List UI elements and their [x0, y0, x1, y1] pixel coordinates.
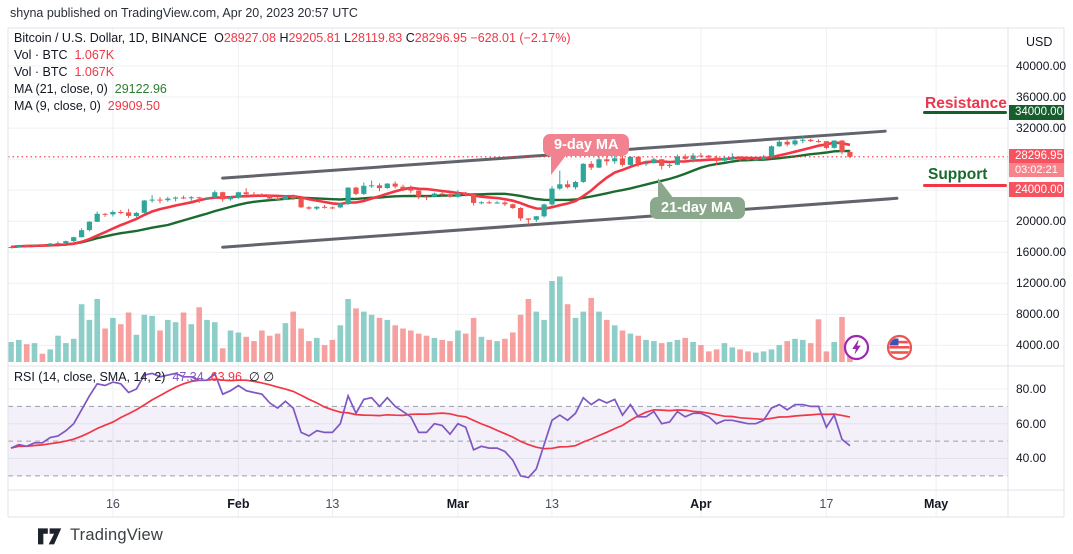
resistance-price-badge: 34000.00 [1009, 104, 1064, 120]
ma21-line [10, 149, 850, 249]
ma21-legend-row[interactable]: MA (21, close, 0) 29122.96 [14, 82, 167, 96]
time-tick-label: 13 [325, 497, 340, 511]
tradingview-attribution-link[interactable]: TradingView [38, 526, 163, 545]
time-tick-label: Apr [690, 497, 712, 511]
price-tick-label: 20000.00 [1016, 214, 1067, 229]
candles-layer [8, 135, 853, 248]
price-tick-label: 12000.00 [1016, 276, 1067, 291]
price-tick-label: 36000.00 [1016, 90, 1067, 105]
time-tick-label: Mar [446, 497, 469, 511]
ma9-callout-bubble[interactable]: 9-day MA [543, 134, 630, 175]
volume-layer [8, 276, 853, 363]
resistance-label[interactable]: Resistance [925, 95, 1007, 112]
price-tick-label: 8000.00 [1016, 307, 1060, 322]
time-tick-label: Feb [227, 497, 250, 511]
tradingview-logo-icon [38, 528, 62, 545]
ma9-line [10, 141, 851, 249]
price-tick-label: 32000.00 [1016, 121, 1067, 136]
us-flag-sticker-icon[interactable] [886, 334, 913, 361]
tradingview-brand-text: TradingView [70, 526, 163, 544]
lightning-sticker-icon[interactable] [843, 334, 870, 361]
support-label[interactable]: Support [928, 166, 988, 183]
price-tick-label: 4000.00 [1016, 338, 1060, 353]
symbol-legend: Bitcoin / U.S. Dollar, 1D, BINANCE O2892… [14, 30, 570, 115]
symbol-title: Bitcoin / U.S. Dollar, 1D, BINANCE [14, 31, 208, 45]
time-tick-label: 13 [545, 497, 559, 511]
rsi-line [10, 371, 851, 479]
price-axis-currency: USD [1026, 35, 1053, 49]
rsi-hidden-values: ∅ ∅ [248, 370, 275, 384]
volume-legend-row[interactable]: Vol · BTC 1.067K [14, 65, 115, 79]
price-tick-label: 40000.00 [1016, 59, 1067, 73]
ma9-legend-row[interactable]: MA (9, close, 0) 29909.50 [14, 99, 160, 113]
support-price-badge: 24000.00 [1009, 182, 1064, 198]
symbol-row[interactable]: Bitcoin / U.S. Dollar, 1D, BINANCE O2892… [14, 30, 570, 47]
ohlc-close: C28296.95 [405, 31, 467, 45]
support-line[interactable] [923, 184, 1007, 187]
time-tick-label: 16 [105, 497, 120, 511]
last-price-value: 28296.95 [1009, 148, 1064, 164]
rsi-sma-line [10, 378, 851, 450]
resistance-line[interactable] [923, 111, 1007, 114]
rsi-tick-label: 80.00 [1016, 382, 1047, 396]
ma21-callout-bubble[interactable]: 21-day MA [650, 178, 745, 219]
time-tick-label: 17 [819, 497, 834, 511]
bar-countdown: 03:02:21 [1009, 163, 1064, 178]
time-tick-label: May [923, 497, 949, 511]
attribution-text: shyna published on TradingView.com, Apr … [10, 6, 358, 20]
ohlc-low: L28119.83 [344, 31, 403, 45]
ohlc-change: −628.01 (−2.17%) [470, 31, 571, 45]
rsi-tick-label: 60.00 [1016, 416, 1047, 431]
last-price-badge: 28296.95 03:02:21 [1009, 148, 1064, 178]
price-tick-label: 16000.00 [1016, 245, 1067, 260]
rsi-tick-label: 40.00 [1016, 451, 1047, 466]
channel-line[interactable] [221, 196, 899, 249]
ohlc-open: O28927.08 [214, 31, 276, 45]
volume-legend-row[interactable]: Vol · BTC 1.067K [14, 48, 115, 62]
ohlc-high: H29205.81 [279, 31, 341, 45]
rsi-legend-row[interactable]: RSI (14, close, SMA, 14, 2) 47.34 63.96 … [14, 370, 275, 384]
